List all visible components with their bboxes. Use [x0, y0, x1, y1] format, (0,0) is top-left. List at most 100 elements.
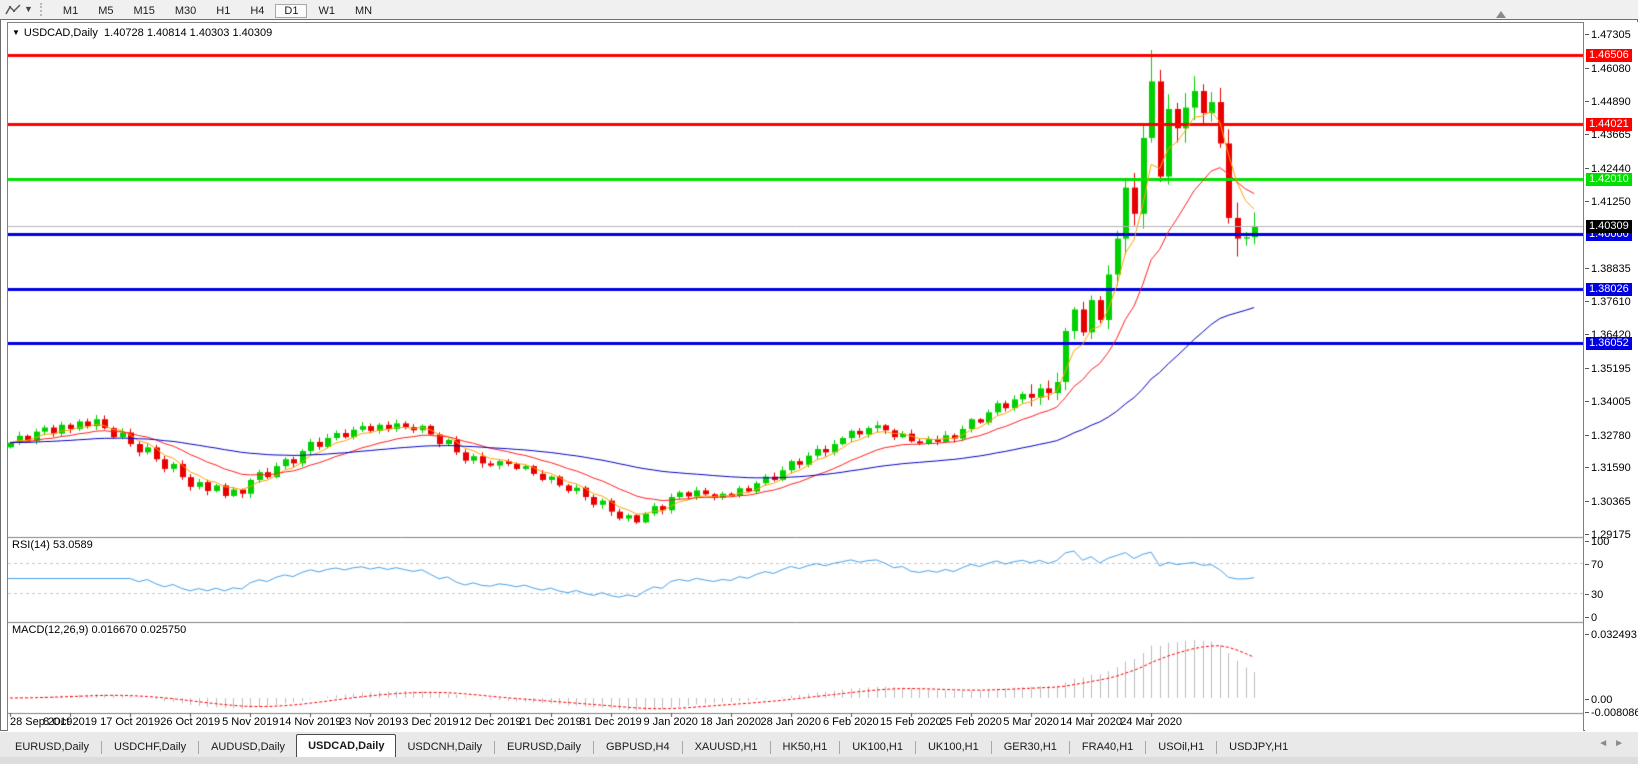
- date-tick-label: 24 Mar 2020: [1120, 716, 1182, 728]
- hline-price-badge: 1.44021: [1586, 117, 1632, 131]
- chart-context-arrow-icon[interactable]: ▼: [12, 28, 20, 37]
- timeframe-button-M15[interactable]: M15: [133, 4, 155, 17]
- axis-tick-label: 0.00: [1585, 694, 1612, 706]
- timeframe-button-MN[interactable]: MN: [354, 4, 373, 17]
- date-tick-label: 15 Feb 2020: [880, 716, 942, 728]
- price-axis[interactable]: 1.47305 1.46080 1.44890 1.43665 1.42440 1.412…: [1585, 22, 1638, 732]
- chart-title: ▼ USDCAD,Daily 1.40728 1.40814 1.40303 1.…: [12, 27, 272, 39]
- hline-price-badge: 1.42010: [1586, 173, 1632, 187]
- rsi-indicator-label: RSI(14) 53.0589: [12, 539, 93, 551]
- chart-tab-audusd-daily[interactable]: AUDUSD,Daily: [211, 741, 286, 753]
- tabs-scroll-arrows: ◄►: [1598, 738, 1630, 749]
- tab-separator: [1216, 741, 1218, 754]
- tab-separator: [1145, 741, 1147, 754]
- date-tick-label: 28 Jan 2020: [760, 716, 822, 728]
- date-tick-label: 5 Nov 2019: [222, 716, 279, 728]
- axis-tick-label: 1.37610: [1585, 296, 1631, 308]
- chart-tab-usoil-h1[interactable]: USOil,H1: [1158, 741, 1205, 753]
- date-tick-label: 26 Oct 2019: [160, 716, 221, 728]
- tabs-scroll-right-icon[interactable]: ►: [1614, 738, 1630, 749]
- tab-separator: [593, 741, 594, 754]
- date-tick-label: 6 Feb 2020: [823, 716, 879, 728]
- chart-tab-uk100-h1[interactable]: UK100,H1: [927, 741, 979, 753]
- axis-tick-label: 1.38835: [1585, 263, 1631, 275]
- chart-tab-eurusd-daily[interactable]: EURUSD,Daily: [507, 741, 581, 753]
- axis-tick-label: 1.42440: [1585, 163, 1631, 175]
- timeframe-button-W1[interactable]: W1: [318, 4, 335, 17]
- date-tick-label: 18 Jan 2020: [700, 716, 761, 728]
- tab-separator: [914, 741, 916, 754]
- hline-price-badge: 1.46506: [1586, 49, 1632, 63]
- axis-tick-label: 1.35195: [1585, 363, 1631, 375]
- axis-tick-label: 70: [1585, 559, 1603, 571]
- date-tick-label: 17 Oct 2019: [100, 716, 161, 728]
- tabs-scroll-left-icon[interactable]: ◄: [1598, 738, 1615, 749]
- chart-tab-hk50-h1[interactable]: HK50,H1: [782, 741, 828, 753]
- date-tick-label: 5 Mar 2020: [1003, 716, 1059, 728]
- axis-tick-label: 1.47305: [1585, 29, 1631, 41]
- chart-ohlc-values: 1.40728 1.40814 1.40303 1.40309: [104, 27, 273, 39]
- axis-tick-label: 1.43665: [1585, 129, 1631, 141]
- axis-tick-label: 1.30365: [1585, 496, 1631, 508]
- axis-tick-label: 0: [1585, 612, 1597, 624]
- date-tick-label: 31 Dec 2019: [579, 716, 642, 728]
- tab-separator: [990, 741, 992, 754]
- date-tick-label: 23 Nov 2019: [339, 716, 402, 728]
- chevron-down-icon[interactable]: ▼: [24, 4, 33, 14]
- timeframe-button-M5[interactable]: M5: [98, 4, 114, 17]
- axis-tick-label: 30: [1585, 589, 1603, 601]
- tab-separator: [769, 741, 771, 754]
- tabbar-filler: [0, 757, 1638, 764]
- hline-price-badge: 1.36052: [1586, 337, 1632, 351]
- axis-tick-label: 1.41250: [1585, 196, 1631, 208]
- chart-tab-ger30-h1[interactable]: GER30,H1: [1003, 741, 1057, 753]
- timeframe-button-M30[interactable]: M30: [174, 4, 197, 17]
- timeframe-button-D1[interactable]: D1: [275, 3, 308, 18]
- tab-separator: [198, 741, 200, 754]
- macd-indicator-label: MACD(12,26,9) 0.016670 0.025750: [12, 624, 187, 636]
- date-tick-label: 21 Dec 2019: [519, 716, 582, 728]
- chart-tab-usdjpy-h1[interactable]: USDJPY,H1: [1229, 741, 1289, 753]
- chart-tab-usdcad-daily[interactable]: USDCAD,Daily: [296, 734, 397, 757]
- chart-tab-eurusd-daily[interactable]: EURUSD,Daily: [15, 741, 89, 753]
- date-tick-label: 25 Feb 2020: [940, 716, 1002, 728]
- timeframe-button-H4[interactable]: H4: [250, 4, 265, 17]
- line-study-icon[interactable]: [3, 1, 24, 18]
- chart-canvas[interactable]: [8, 23, 1583, 731]
- chart-symbol-period: USDCAD,Daily: [23, 27, 98, 39]
- chart-tab-usdcnh-daily[interactable]: USDCNH,Daily: [407, 741, 483, 753]
- current-price-badge: 1.40309: [1586, 219, 1632, 233]
- date-tick-label: 14 Nov 2019: [279, 716, 342, 728]
- chart-tab-xauusd-h1[interactable]: XAUUSD,H1: [694, 741, 758, 753]
- timeframe-button-M1[interactable]: M1: [62, 4, 79, 17]
- axis-tick-label: 0.032493: [1585, 629, 1637, 641]
- tab-separator: [1068, 741, 1070, 754]
- date-tick-label: 8 Oct 2019: [43, 716, 97, 728]
- date-tick-label: 3 Dec 2019: [402, 716, 459, 728]
- axis-tick-label: 1.31590: [1585, 462, 1631, 474]
- chart-plots: ▼ USDCAD,Daily 1.40728 1.40814 1.40303 1.…: [7, 22, 1584, 732]
- axis-tick-label: -0.008086: [1585, 707, 1638, 719]
- date-axis: 28 Sep 2019 8 Oct 2019 17 Oct 2019 26 Oct 2…: [8, 713, 1583, 731]
- timeframe-toolbar: ▼ M1 M5 M15 M30 H1 H4 D1 W1 MN: [0, 0, 1638, 19]
- chart-tab-uk100-h1[interactable]: UK100,H1: [852, 741, 903, 753]
- date-tick-label: 12 Dec 2019: [459, 716, 522, 728]
- timeframe-button-H1[interactable]: H1: [216, 4, 231, 17]
- date-tick-label: 9 Jan 2020: [643, 716, 698, 728]
- date-tick-label: 28 Sep 2019: [10, 716, 73, 728]
- chart-tab-usdchf-daily[interactable]: USDCHF,Daily: [113, 741, 187, 753]
- chart-shift-marker-icon[interactable]: [1496, 11, 1506, 18]
- chart-tabs: EURUSD,Daily USDCHF,Daily AUDUSD,Daily USDC…: [4, 733, 1299, 757]
- tab-separator: [100, 741, 102, 754]
- timeframe-buttons: M1 M5 M15 M30 H1 H4 D1 W1 MN: [53, 1, 382, 19]
- chart-tab-gbpusd-h4[interactable]: GBPUSD,H4: [606, 741, 670, 753]
- chart-tab-bar: EURUSD,Daily USDCHF,Daily AUDUSD,Daily USDC…: [0, 731, 1638, 764]
- axis-tick-label: 1.29175: [1585, 529, 1631, 541]
- axis-tick-label: 1.34005: [1585, 396, 1631, 408]
- chart-tab-fra40-h1[interactable]: FRA40,H1: [1081, 741, 1134, 753]
- tab-separator: [839, 741, 841, 754]
- date-tick-label: 14 Mar 2020: [1060, 716, 1122, 728]
- axis-tick-label: 1.32780: [1585, 430, 1631, 442]
- axis-tick-label: 1.46080: [1585, 63, 1631, 75]
- chart-window: ▼ USDCAD,Daily 1.40728 1.40814 1.40303 1.…: [0, 19, 1638, 732]
